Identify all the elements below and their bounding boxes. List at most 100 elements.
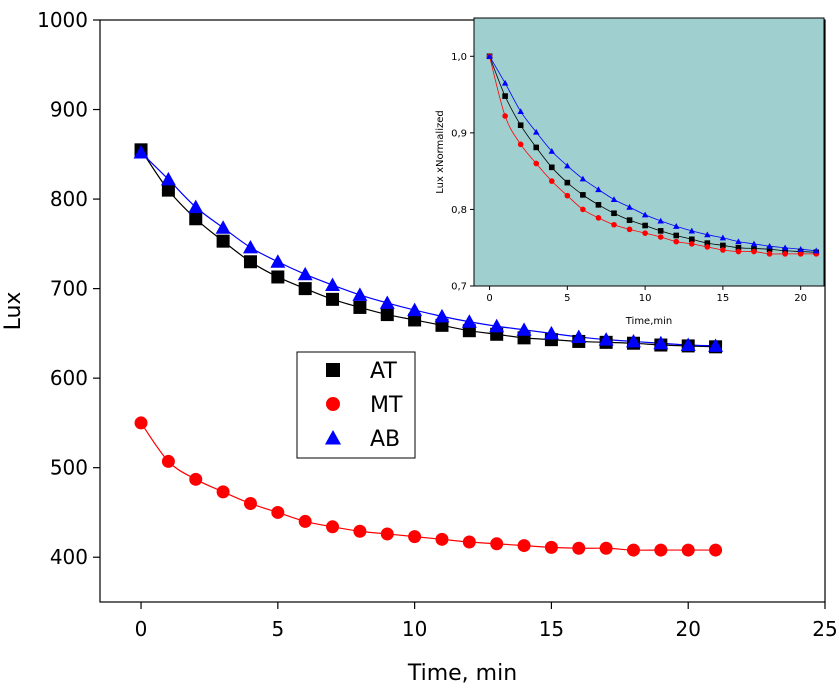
inset-point-ab <box>688 227 695 234</box>
x-tick-label: 25 <box>812 617 837 641</box>
point-ab <box>543 325 559 340</box>
point-at <box>161 183 175 197</box>
point-mt <box>298 514 312 528</box>
point-mt <box>517 539 531 553</box>
inset-point-at <box>502 93 508 99</box>
inset-point-mt <box>564 192 571 199</box>
point-mt <box>435 532 449 546</box>
y-tick-label: 700 <box>50 277 88 301</box>
point-ab <box>461 314 477 328</box>
inset-point-mt <box>580 206 586 213</box>
inset-point-mt <box>735 248 742 255</box>
inset-series-line-mt <box>489 56 817 255</box>
inset-point-ab <box>564 162 571 169</box>
point-ab <box>407 302 423 317</box>
inset-point-ab <box>781 244 789 251</box>
point-mt <box>353 524 367 538</box>
point-mt <box>572 541 586 555</box>
point-ab <box>133 145 149 159</box>
legend: AT MT AB <box>296 351 416 459</box>
inset-y-tick-label: 0,9 <box>451 128 467 139</box>
inset-x-axis-label: Time,min <box>625 316 673 327</box>
inset-point-mt <box>626 226 633 233</box>
inset-series-line-at <box>489 56 817 253</box>
inset-point-mt <box>704 244 711 250</box>
point-at <box>408 313 422 327</box>
inset-point-ab <box>766 242 773 249</box>
legend-label-at: AT <box>370 359 397 384</box>
point-ab <box>215 220 231 234</box>
point-at <box>353 300 367 314</box>
inset-point-mt <box>797 251 804 257</box>
x-tick-label: 15 <box>539 617 564 641</box>
point-ab <box>270 254 286 268</box>
inset-point-mt <box>533 160 540 167</box>
point-mt <box>544 540 558 554</box>
point-mt <box>271 505 285 519</box>
inset-point-ab <box>501 79 509 86</box>
inset-x-tick-label: 10 <box>639 293 652 304</box>
inset-y-tick-label: 0,7 <box>451 282 467 293</box>
inset-plot-frame <box>473 17 825 287</box>
inset-y-tick-label: 0,8 <box>451 205 467 216</box>
inset-series-line-ab <box>489 56 817 252</box>
point-at <box>216 234 230 248</box>
inset-point-at <box>626 217 633 223</box>
inset-point-ab <box>626 203 633 210</box>
inset-point-mt <box>782 251 788 257</box>
point-at <box>326 292 340 306</box>
point-mt <box>216 485 230 499</box>
series-line-ab <box>140 152 716 347</box>
point-at <box>298 282 312 296</box>
point-at <box>271 270 285 284</box>
point-mt <box>161 454 175 468</box>
inset-x-tick-label: 20 <box>794 293 807 304</box>
legend-marker-ab <box>324 429 342 445</box>
inset-point-at <box>751 245 757 252</box>
point-at <box>189 212 203 226</box>
point-ab <box>571 329 587 343</box>
point-mt <box>189 472 203 486</box>
point-ab <box>708 338 724 352</box>
inset-point-mt <box>751 248 757 255</box>
inset-point-ab <box>704 231 711 238</box>
inset-x-tick-label: 15 <box>717 293 730 304</box>
inset-point-at <box>580 192 586 198</box>
inset-point-at <box>642 222 648 229</box>
inset-point-mt <box>642 230 648 236</box>
point-mt <box>709 543 723 557</box>
inset-point-ab <box>533 128 540 135</box>
inset-point-ab <box>595 186 602 193</box>
point-mt <box>599 541 613 555</box>
inset-x-tick-label: 5 <box>564 293 570 304</box>
point-mt <box>408 530 422 544</box>
inset-point-at <box>533 144 540 151</box>
x-tick-label: 0 <box>135 617 148 641</box>
y-tick-label: 600 <box>50 366 88 390</box>
inset-point-at <box>735 244 742 251</box>
point-ab <box>379 295 395 309</box>
inset-point-at <box>548 164 555 171</box>
inset-point-at <box>766 246 773 253</box>
plot-frame <box>99 19 826 603</box>
inset-point-at <box>704 240 711 246</box>
inset-point-at <box>564 179 571 186</box>
point-at <box>380 308 394 322</box>
inset-point-ab <box>657 217 664 224</box>
inset-y-axis-label: Lux xNormalized <box>435 110 446 193</box>
inset-point-at <box>720 242 726 249</box>
point-ab <box>160 171 176 186</box>
inset-point-ab <box>673 223 680 229</box>
legend-marker-mt <box>326 397 340 411</box>
inset-plot-background <box>474 18 824 286</box>
inset-point-at <box>517 122 524 128</box>
inset-point-ab <box>813 247 820 254</box>
point-mt <box>380 527 394 541</box>
point-mt <box>134 416 148 430</box>
inset-point-at <box>657 228 664 234</box>
point-mt <box>654 543 668 557</box>
point-ab <box>325 277 341 292</box>
legend-box <box>296 351 416 459</box>
x-tick-label: 20 <box>675 617 700 641</box>
point-ab <box>680 337 696 352</box>
